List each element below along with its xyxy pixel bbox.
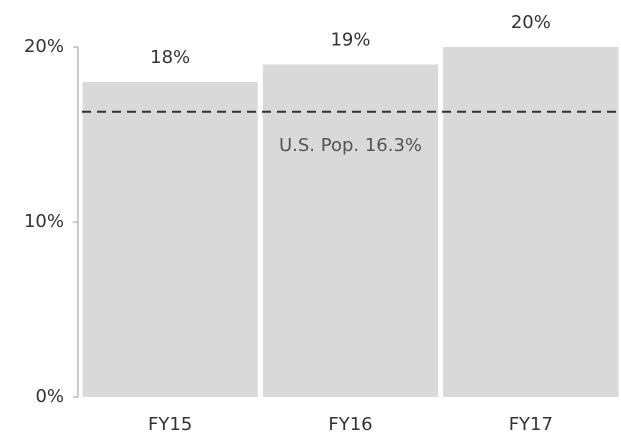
reference-label: U.S. Pop. 16.3% (279, 135, 422, 156)
value-label: 19% (330, 30, 370, 51)
bar (443, 47, 619, 397)
bar (82, 82, 258, 397)
x-tick-label: FY16 (328, 414, 372, 435)
y-tick-label: 10% (24, 211, 64, 232)
y-tick-label: 0% (35, 386, 64, 407)
value-label: 18% (150, 47, 190, 68)
x-tick-label: FY15 (148, 414, 192, 435)
x-tick-label: FY17 (509, 414, 553, 435)
y-tick-label: 20% (24, 36, 64, 57)
bar (262, 64, 439, 397)
value-label: 20% (511, 12, 551, 33)
